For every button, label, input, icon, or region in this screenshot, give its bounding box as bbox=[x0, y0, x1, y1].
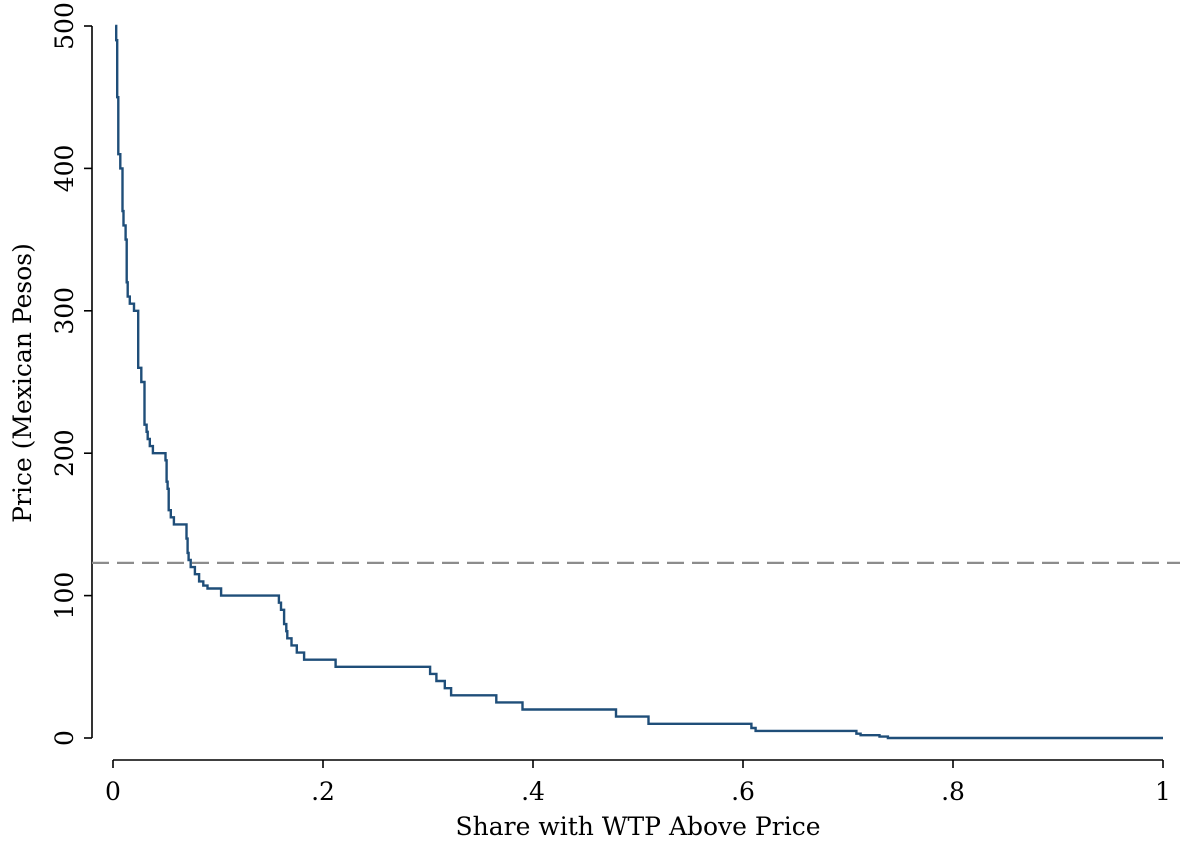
y-tick-label: 0 bbox=[50, 730, 79, 746]
y-tick-label: 400 bbox=[50, 145, 79, 193]
x-tick-label: .8 bbox=[941, 777, 965, 806]
x-tick-label: .2 bbox=[311, 777, 335, 806]
x-tick-label: .6 bbox=[731, 777, 755, 806]
series-layer bbox=[115, 24, 1163, 740]
y-tick-label: 500 bbox=[50, 2, 79, 50]
y-tick-label: 100 bbox=[50, 572, 79, 620]
x-tick-label: 0 bbox=[105, 777, 121, 806]
y-axis-title: Price (Mexican Pesos) bbox=[8, 243, 37, 523]
x-axis-title: Share with WTP Above Price bbox=[456, 812, 821, 841]
y-tick-label: 300 bbox=[50, 287, 79, 335]
x-tick-label: .4 bbox=[521, 777, 545, 806]
y-tick-label: 200 bbox=[50, 429, 79, 477]
axes: 0 100 200 300 400 500 0 .2 .4 .6 .8 1 bbox=[50, 2, 1171, 806]
x-tick-label: 1 bbox=[1155, 777, 1171, 806]
demand-curve-line bbox=[115, 24, 1163, 740]
